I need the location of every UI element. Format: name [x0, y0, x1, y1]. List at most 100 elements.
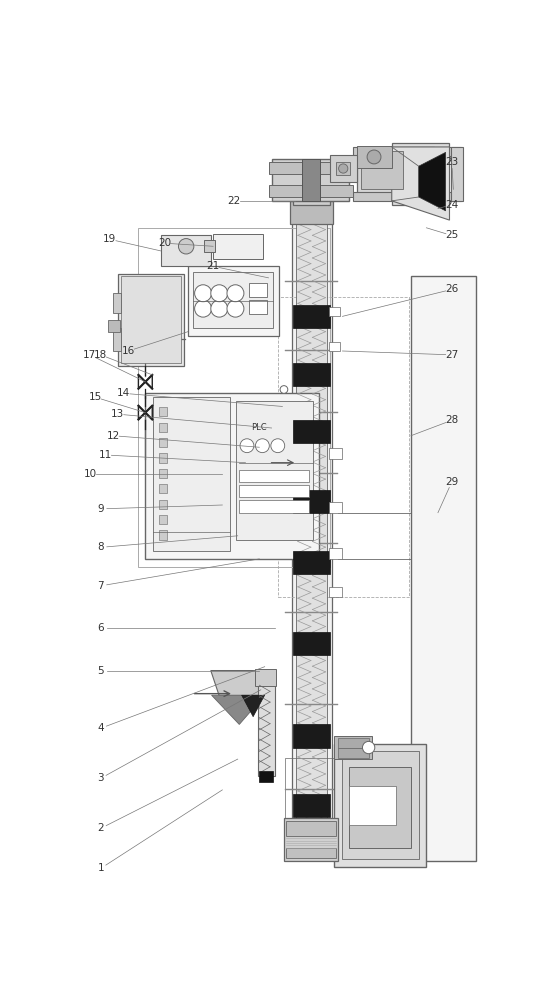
Text: 12: 12: [106, 431, 120, 441]
Bar: [357, 147, 434, 193]
Circle shape: [367, 150, 381, 164]
Bar: [159, 500, 167, 509]
Bar: [334, 744, 427, 867]
Bar: [159, 453, 167, 463]
Text: 19: 19: [103, 234, 116, 244]
Bar: [188, 266, 279, 336]
Circle shape: [227, 285, 244, 302]
Bar: [284, 818, 338, 861]
Circle shape: [211, 300, 228, 317]
Text: 17: 17: [83, 350, 96, 360]
Bar: [145, 393, 318, 559]
Bar: [286, 848, 336, 858]
Text: 27: 27: [445, 350, 458, 360]
Polygon shape: [211, 671, 269, 696]
Bar: [159, 407, 167, 416]
Bar: [249, 300, 267, 314]
Text: 29: 29: [445, 477, 458, 487]
Text: 14: 14: [117, 388, 130, 398]
Text: 13: 13: [111, 409, 124, 419]
Bar: [204, 240, 215, 252]
Bar: [239, 500, 309, 513]
Circle shape: [178, 239, 194, 254]
Text: 10: 10: [83, 469, 96, 479]
Bar: [293, 551, 330, 574]
Bar: [341, 751, 419, 859]
Bar: [353, 192, 461, 201]
Text: 1: 1: [98, 863, 104, 873]
Text: PLC: PLC: [251, 424, 267, 432]
Bar: [293, 420, 330, 443]
Bar: [258, 684, 274, 776]
Text: 22: 22: [227, 196, 241, 206]
Text: 2: 2: [98, 823, 104, 833]
Bar: [138, 228, 330, 567]
Bar: [249, 283, 267, 297]
Bar: [193, 272, 273, 328]
Bar: [113, 293, 121, 312]
Polygon shape: [212, 695, 265, 724]
Circle shape: [227, 300, 244, 317]
Polygon shape: [419, 152, 445, 211]
Bar: [293, 305, 330, 328]
Bar: [293, 185, 330, 205]
Bar: [330, 155, 357, 182]
Circle shape: [280, 386, 288, 393]
Bar: [121, 276, 181, 363]
Bar: [329, 307, 340, 316]
Bar: [290, 201, 333, 224]
Bar: [296, 224, 327, 848]
Circle shape: [211, 285, 228, 302]
Bar: [286, 758, 338, 850]
Bar: [293, 363, 330, 386]
Text: 26: 26: [445, 284, 458, 294]
Bar: [213, 234, 263, 259]
Bar: [357, 146, 392, 168]
Bar: [259, 771, 273, 782]
Bar: [118, 274, 184, 366]
Circle shape: [195, 285, 212, 302]
Text: 21: 21: [206, 261, 220, 271]
Bar: [239, 470, 309, 482]
Bar: [113, 328, 121, 351]
Bar: [361, 151, 403, 189]
Bar: [269, 162, 353, 174]
Bar: [239, 485, 309, 497]
Bar: [159, 515, 167, 524]
Bar: [159, 423, 167, 432]
Bar: [336, 162, 350, 175]
Bar: [108, 320, 120, 332]
Bar: [338, 738, 369, 748]
Bar: [153, 397, 230, 551]
Polygon shape: [392, 147, 450, 220]
Bar: [329, 548, 343, 559]
Bar: [329, 502, 343, 513]
Circle shape: [256, 439, 269, 453]
Circle shape: [339, 164, 348, 173]
Bar: [159, 469, 167, 478]
Bar: [334, 736, 373, 759]
Bar: [411, 276, 477, 861]
Polygon shape: [242, 695, 265, 717]
Bar: [329, 448, 343, 459]
Bar: [272, 158, 349, 201]
Text: 16: 16: [122, 346, 135, 356]
Text: 9: 9: [98, 504, 104, 514]
Bar: [292, 220, 332, 852]
Bar: [159, 484, 167, 493]
Text: 6: 6: [98, 623, 104, 633]
Bar: [159, 530, 167, 540]
Bar: [349, 786, 396, 825]
Text: 4: 4: [98, 723, 104, 733]
Text: 18: 18: [94, 350, 107, 360]
Bar: [451, 147, 463, 201]
Bar: [278, 297, 408, 597]
Bar: [329, 587, 343, 597]
Text: 7: 7: [98, 581, 104, 591]
Text: 28: 28: [445, 415, 458, 425]
Bar: [269, 185, 353, 197]
Bar: [293, 632, 330, 655]
Text: 23: 23: [445, 157, 458, 167]
Bar: [293, 724, 330, 748]
Bar: [161, 235, 211, 266]
